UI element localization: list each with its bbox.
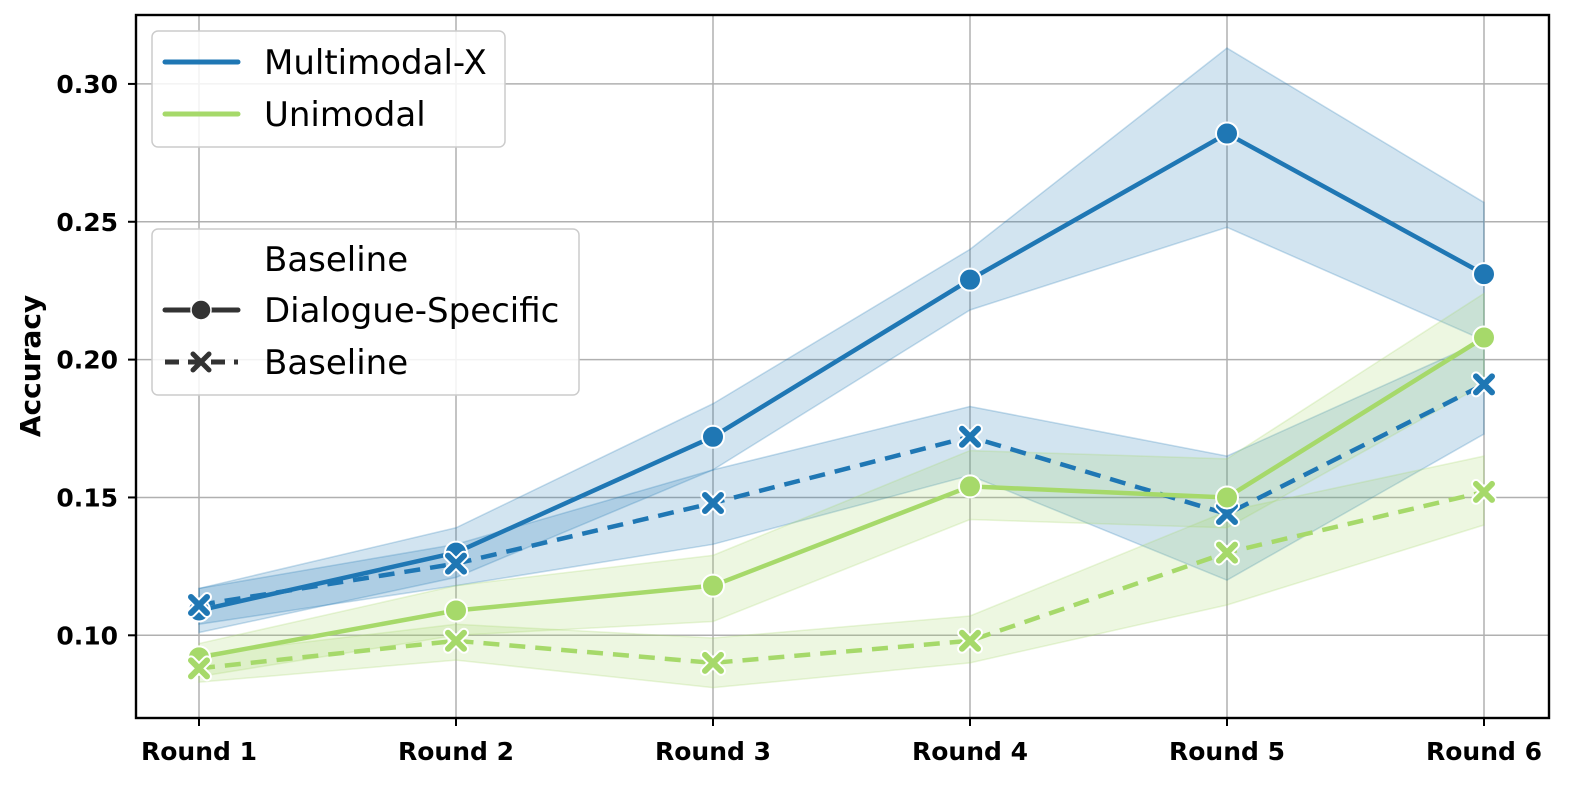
legend-label-unimodal: Unimodal (264, 95, 426, 135)
legend-circle-marker-icon (190, 299, 212, 321)
data-point-x (188, 593, 210, 616)
data-point-circle (1472, 325, 1496, 350)
legend-style-title: Baseline (264, 240, 408, 280)
legend-label-dialogue-specific: Dialogue-Specific (264, 291, 559, 331)
x-tick-label: Round 3 (655, 737, 771, 766)
y-tick-label: 0.10 (56, 621, 118, 650)
data-point-x (959, 629, 981, 652)
legend-style-box (151, 228, 580, 396)
x-tick-label: Round 5 (1169, 737, 1285, 766)
series-line-1 (198, 382, 1486, 608)
y-tick-label: 0.15 (56, 483, 118, 512)
legend-entry-unimodal: Unimodal (162, 95, 426, 135)
data-point-circle (1215, 121, 1239, 146)
series-line-2 (198, 335, 1486, 660)
data-point-x (1216, 502, 1238, 525)
y-tick-label: 0.25 (56, 208, 118, 237)
series-line-3 (198, 489, 1485, 671)
x-tick-label: Round 2 (398, 737, 514, 766)
legend-label-baseline: Baseline (264, 343, 408, 383)
ci-band-1 (198, 339, 1485, 626)
legend-entry-baseline: Baseline (165, 343, 408, 383)
data-point-x (445, 629, 467, 652)
data-point-x (445, 552, 467, 575)
data-point-x (1216, 541, 1238, 564)
ci-band-3 (198, 455, 1485, 689)
plot-frame (134, 13, 1551, 720)
legend-entry-multimodal: Multimodal-X (162, 43, 487, 83)
data-point-x (1473, 373, 1495, 396)
series-lines (198, 131, 1486, 671)
confidence-bands (198, 47, 1485, 689)
data-point-x (702, 491, 724, 514)
x-tick-label: Round 6 (1426, 737, 1542, 766)
x-tick-label: Round 1 (141, 737, 257, 766)
legend-style: Baseline Dialogue-Specific Baseline (151, 228, 580, 396)
legend-label-multimodal: Multimodal-X (264, 43, 487, 83)
data-point-circle (1215, 485, 1239, 510)
data-point-x (188, 657, 210, 680)
legend-hue: Multimodal-X Unimodal (151, 30, 506, 148)
data-point-circle (701, 424, 725, 449)
data-point-circle (701, 573, 725, 598)
legend-x-marker-icon (190, 351, 212, 373)
y-axis-label: Accuracy (14, 295, 47, 437)
x-tick-label: Round 4 (912, 737, 1028, 766)
data-point-x (1473, 480, 1495, 503)
data-point-x (702, 651, 724, 674)
tick-labels: Round 1 Round 2 Round 3 Round 4 Round 5 Round… (56, 70, 1542, 766)
series-markers (186, 121, 1497, 682)
legend-hue-box (151, 30, 506, 148)
legend-entry-dialogue-specific: Dialogue-Specific (162, 291, 559, 331)
data-point-circle (958, 474, 982, 499)
y-tick-label: 0.30 (56, 70, 118, 99)
data-point-x (959, 425, 981, 448)
series-line-0 (198, 131, 1486, 613)
data-point-circle (444, 598, 468, 623)
data-point-circle (958, 267, 982, 292)
data-point-circle (1472, 262, 1496, 287)
y-tick-label: 0.20 (56, 346, 118, 375)
